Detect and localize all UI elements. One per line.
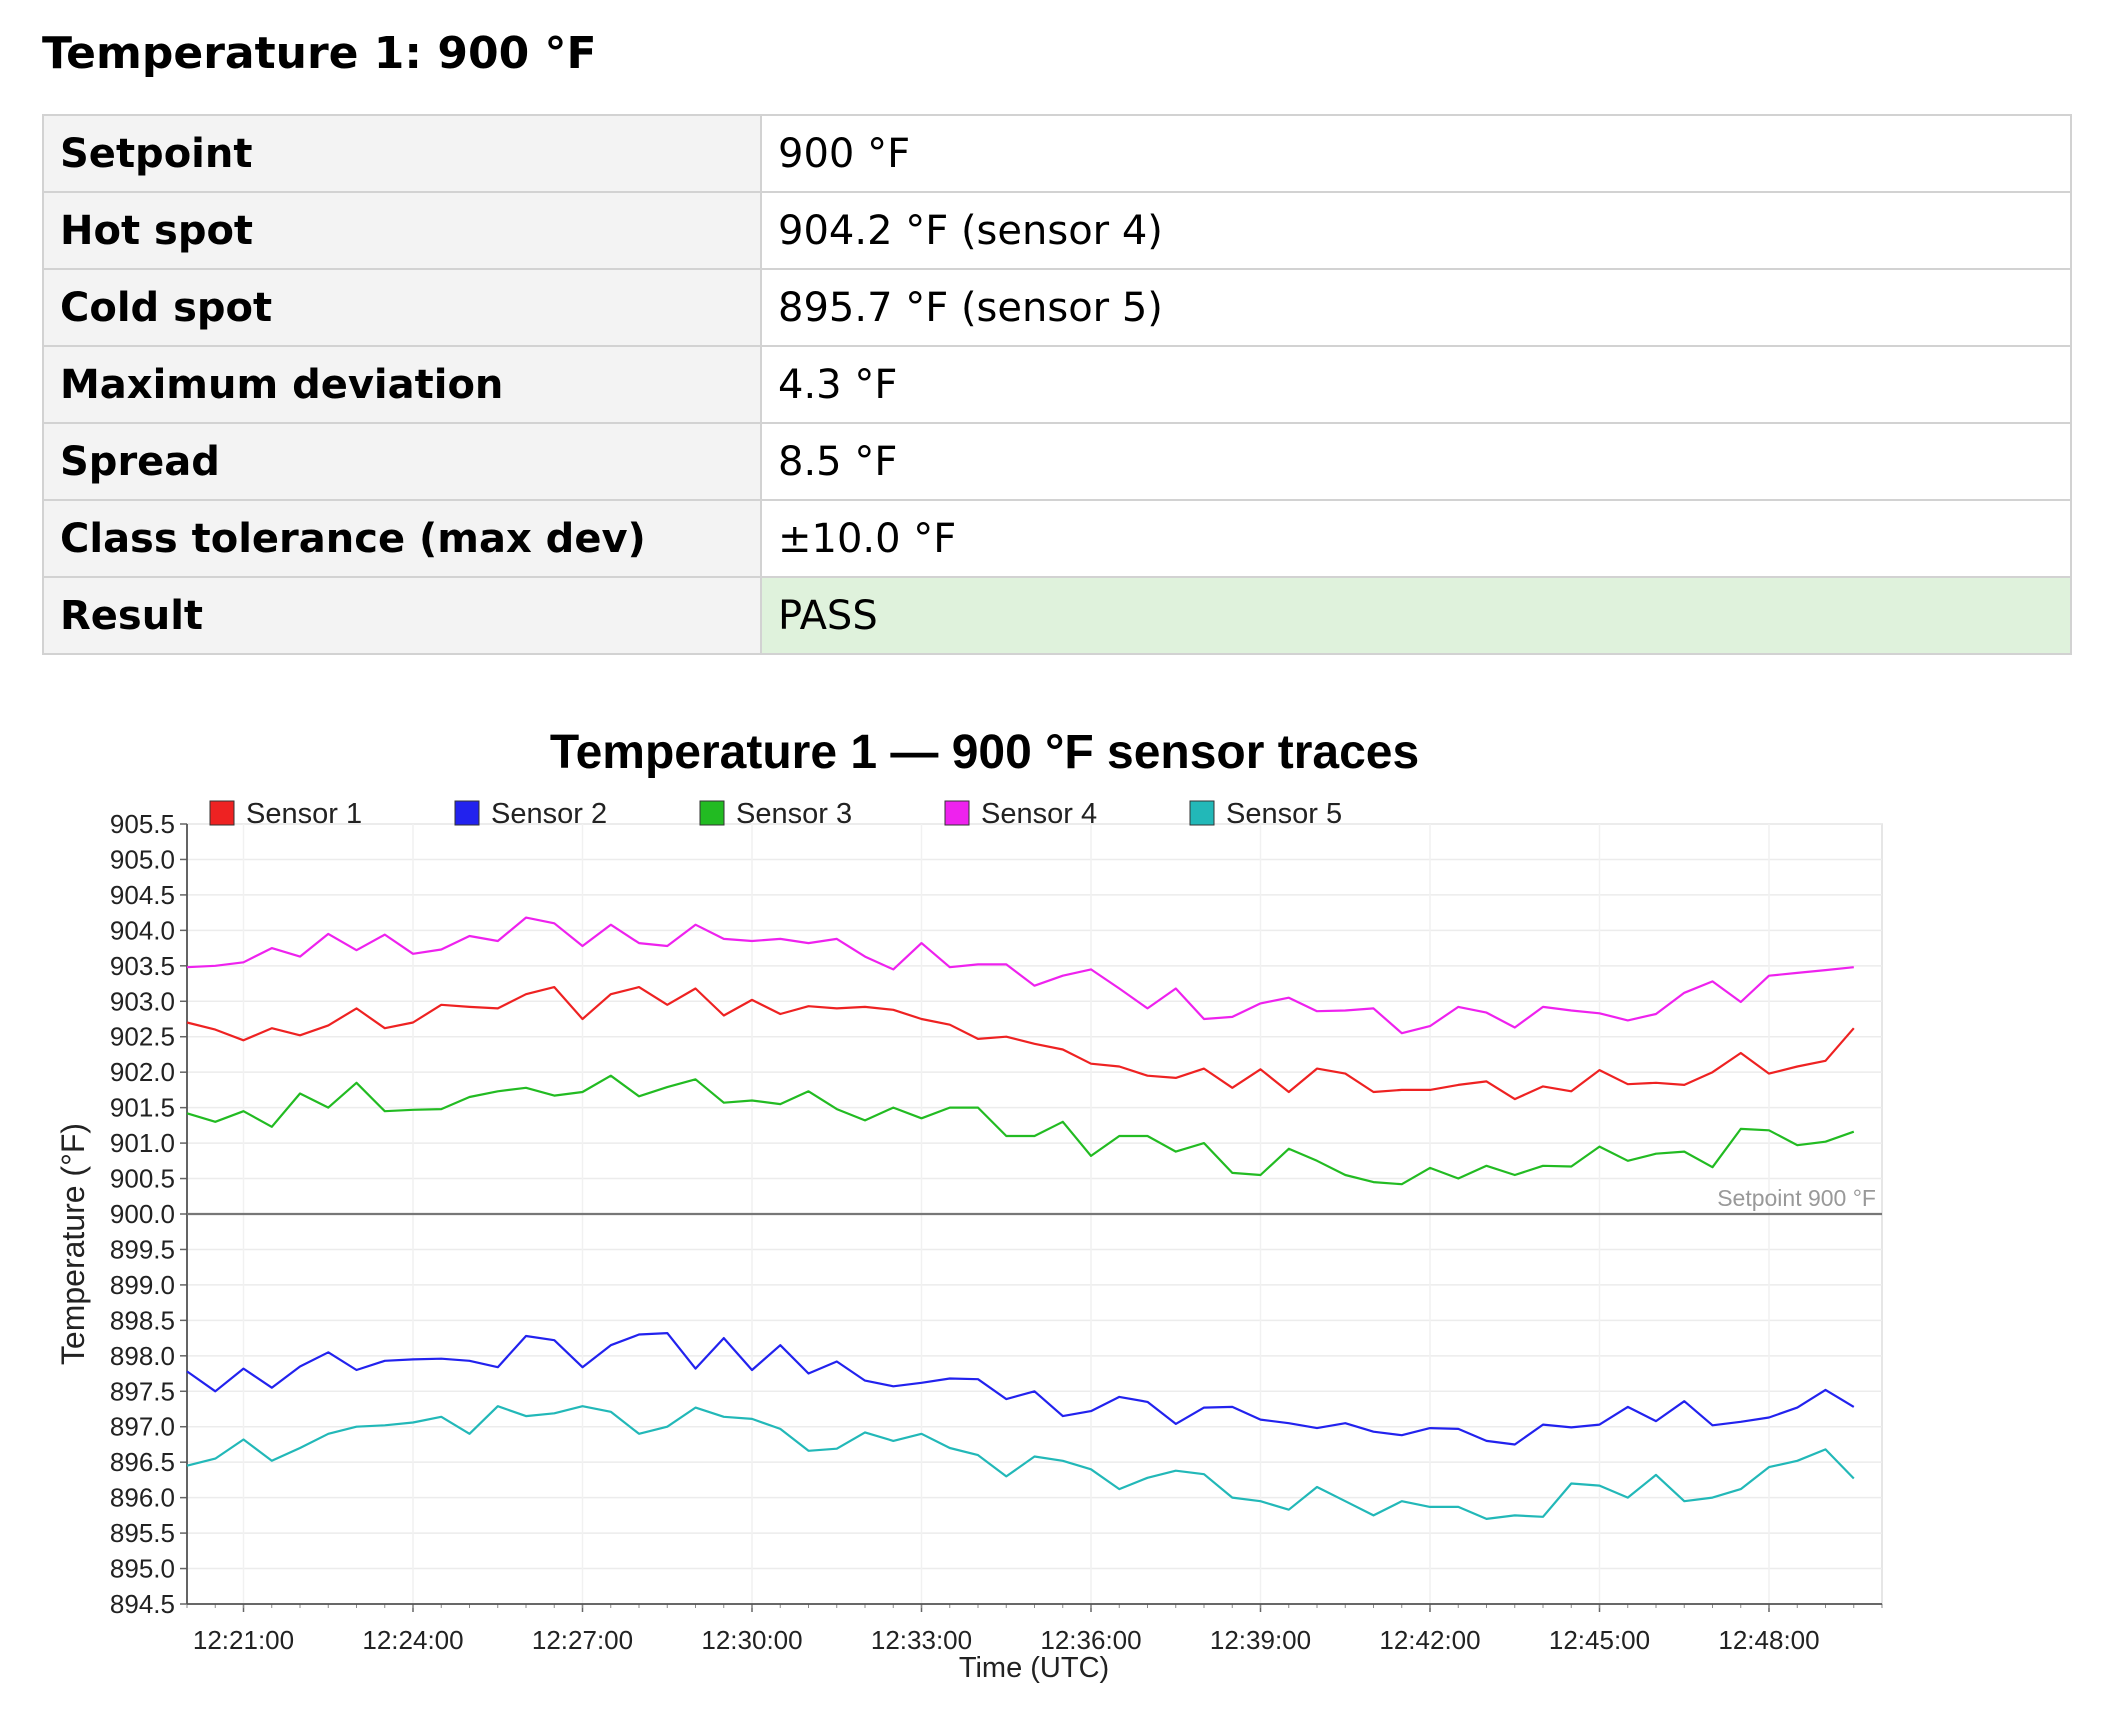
x-tick-label: 12:21:00 — [193, 1625, 294, 1655]
cold-spot-label: Cold spot — [42, 268, 762, 347]
y-tick-label: 905.0 — [110, 844, 175, 874]
series-line-sensor-4 — [186, 916, 1854, 1035]
table-row: Spread 8.5 °F — [42, 422, 2072, 501]
legend-swatch — [1189, 800, 1215, 826]
y-tick-label: 894.5 — [110, 1589, 175, 1619]
spread-value: 8.5 °F — [760, 422, 2072, 501]
y-axis-label: Temperature (°F) — [55, 1123, 91, 1365]
x-tick-label: 12:24:00 — [362, 1625, 463, 1655]
table-row: Result PASS — [42, 576, 2072, 655]
section-title: Temperature 1: 900 °F — [42, 28, 597, 79]
x-tick-label: 12:33:00 — [871, 1625, 972, 1655]
y-tick-label: 903.5 — [110, 951, 175, 981]
setpoint-value: 900 °F — [760, 114, 2072, 193]
x-tick-label: 12:36:00 — [1040, 1625, 1141, 1655]
y-tick-label: 898.5 — [110, 1305, 175, 1335]
table-row: Cold spot 895.7 °F (sensor 5) — [42, 268, 2072, 347]
chart-title: Temperature 1 — 900 °F sensor traces — [550, 726, 1419, 779]
x-tick-label: 12:30:00 — [701, 1625, 802, 1655]
y-tick-label: 899.0 — [110, 1270, 175, 1300]
legend-label: Sensor 5 — [1226, 798, 1342, 830]
result-label: Result — [42, 576, 762, 655]
max-deviation-label: Maximum deviation — [42, 345, 762, 424]
max-deviation-value: 4.3 °F — [760, 345, 2072, 424]
legend-item: Sensor 2 — [454, 798, 607, 830]
legend-label: Sensor 2 — [491, 798, 607, 830]
class-tolerance-value: ±10.0 °F — [760, 499, 2072, 578]
legend-item: Sensor 3 — [699, 798, 852, 830]
y-tick-label: 895.0 — [110, 1554, 175, 1584]
legend-swatch — [454, 800, 480, 826]
series-line-sensor-3 — [186, 1074, 1855, 1186]
y-tick-label: 895.5 — [110, 1518, 175, 1548]
legend-label: Sensor 4 — [981, 798, 1097, 830]
table-row: Class tolerance (max dev) ±10.0 °F — [42, 499, 2072, 578]
y-tick-label: 899.5 — [110, 1234, 175, 1264]
setpoint-label: Setpoint 900 °F — [1717, 1185, 1876, 1211]
x-tick-label: 12:42:00 — [1379, 1625, 1480, 1655]
hot-spot-value: 904.2 °F (sensor 4) — [760, 191, 2072, 270]
x-tick-label: 12:27:00 — [532, 1625, 633, 1655]
series-line-sensor-5 — [186, 1405, 1855, 1521]
x-tick-label: 12:45:00 — [1549, 1625, 1650, 1655]
y-tick-label: 901.5 — [110, 1093, 175, 1123]
table-row: Hot spot 904.2 °F (sensor 4) — [42, 191, 2072, 270]
legend-label: Sensor 3 — [736, 798, 852, 830]
y-tick-label: 896.5 — [110, 1447, 175, 1477]
sensor-traces-chart: Temperature 1 — 900 °F sensor traces 894.… — [55, 726, 1883, 1684]
spread-label: Spread — [42, 422, 762, 501]
y-tick-label: 897.0 — [110, 1412, 175, 1442]
x-axis-label: Time (UTC) — [959, 1652, 1109, 1684]
legend-label: Sensor 1 — [246, 798, 362, 830]
y-tick-label: 903.0 — [110, 986, 175, 1016]
result-value: PASS — [760, 576, 2072, 655]
series-line-sensor-1 — [186, 986, 1855, 1101]
class-tolerance-label: Class tolerance (max dev) — [42, 499, 762, 578]
x-tick-label: 12:39:00 — [1210, 1625, 1311, 1655]
table-row: Setpoint 900 °F — [42, 114, 2072, 193]
x-tick-label: 12:48:00 — [1718, 1625, 1819, 1655]
legend-item: Sensor 5 — [1189, 798, 1342, 830]
setpoint-label: Setpoint — [42, 114, 762, 193]
hot-spot-label: Hot spot — [42, 191, 762, 270]
table-row: Maximum deviation 4.3 °F — [42, 345, 2072, 424]
legend-item: Sensor 4 — [944, 798, 1097, 830]
legend-item: Sensor 1 — [209, 798, 362, 830]
y-tick-label: 898.0 — [110, 1341, 175, 1371]
y-tick-label: 902.5 — [110, 1022, 175, 1052]
y-tick-label: 900.5 — [110, 1164, 175, 1194]
y-tick-label: 896.0 — [110, 1483, 175, 1513]
y-tick-label: 904.5 — [110, 880, 175, 910]
y-tick-label: 905.5 — [110, 809, 175, 839]
y-tick-label: 900.0 — [110, 1199, 175, 1229]
y-tick-label: 901.0 — [110, 1128, 175, 1158]
y-tick-label: 897.5 — [110, 1376, 175, 1406]
series-line-sensor-2 — [186, 1331, 1855, 1446]
legend-swatch — [944, 800, 970, 826]
summary-table: Setpoint 900 °F Hot spot 904.2 °F (senso… — [42, 114, 2072, 655]
y-tick-label: 902.0 — [110, 1057, 175, 1087]
legend-swatch — [699, 800, 725, 826]
cold-spot-value: 895.7 °F (sensor 5) — [760, 268, 2072, 347]
legend-swatch — [209, 800, 235, 826]
y-tick-label: 904.0 — [110, 915, 175, 945]
